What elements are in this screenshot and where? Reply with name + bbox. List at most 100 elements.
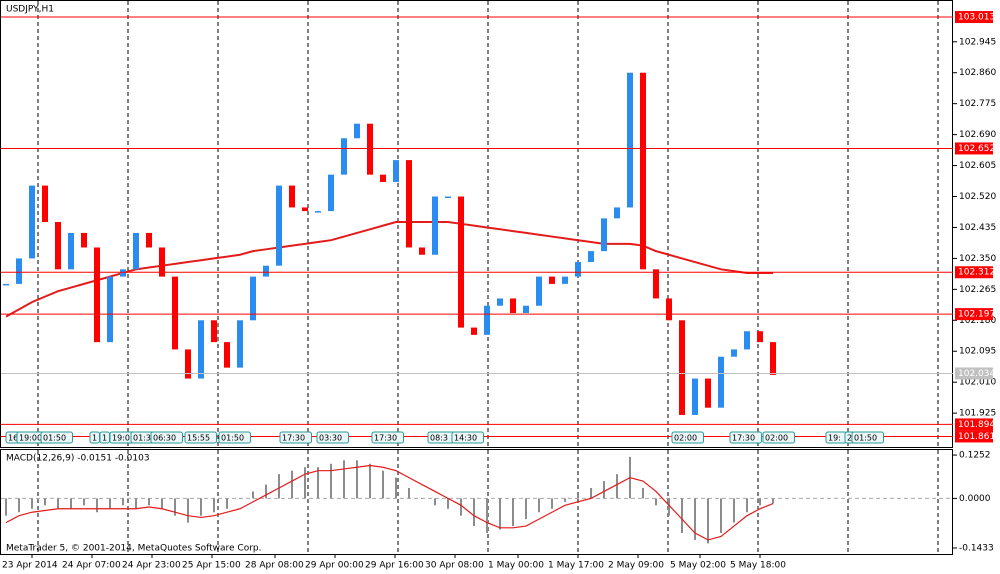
candle (562, 276, 568, 284)
macd-bar (512, 498, 514, 527)
level-tag (955, 142, 993, 155)
trade-tag-label: 01:50 (854, 434, 877, 443)
candle (159, 247, 165, 277)
candle (432, 196, 438, 255)
trade-tag-label: 1 (102, 434, 107, 443)
candle (120, 269, 126, 277)
y-tick-label: 102.095 (959, 347, 996, 357)
macd-bar (447, 498, 449, 509)
trade-tag-label: 01:50 (43, 434, 66, 443)
macd-bar (616, 474, 618, 499)
candle (224, 342, 230, 368)
macd-bar (525, 498, 527, 520)
macd-bar (681, 498, 683, 533)
x-tick-label: 28 Apr 08:00 (245, 561, 304, 571)
x-tick-label: 30 Apr 08:00 (425, 561, 484, 571)
x-tick-label: 5 May 02:00 (670, 561, 726, 571)
macd-bar (109, 498, 111, 509)
trade-tag-label: 14:30 (454, 434, 477, 443)
trade-tag-label: 2 (847, 434, 852, 443)
trade-tag (371, 431, 404, 444)
macd-bar (135, 498, 137, 509)
y-tick-label: 102.180 (959, 316, 996, 326)
trade-tag (218, 431, 251, 444)
candle (3, 283, 9, 286)
y-tick-label: 102.605 (959, 161, 996, 171)
trade-tag (150, 431, 183, 444)
trade-tag-label: 02:00 (765, 434, 788, 443)
candle (731, 349, 737, 357)
level-label: 103.013 (958, 13, 995, 23)
trade-tag (762, 431, 795, 444)
macd-bar (31, 498, 33, 509)
macd-bar (564, 498, 566, 502)
macd-bar (265, 484, 267, 499)
macd-bar (668, 498, 670, 516)
y-tick-label: 0.1252 (959, 451, 991, 461)
x-tick-label: 29 Apr 00:00 (305, 561, 364, 571)
trade-tag (279, 431, 312, 444)
y-tick-label: 102.945 (959, 37, 996, 47)
trade-tag-label: 02:00 (674, 434, 697, 443)
trade-tag-label: 03:30 (319, 434, 342, 443)
y-tick-label: 102.690 (959, 130, 996, 140)
candle (302, 207, 308, 212)
footer: MetaTrader 5, © 2001-2014, MetaQuotes So… (6, 544, 262, 554)
level-tag (955, 418, 993, 431)
candle (510, 298, 516, 314)
macd-bar (408, 488, 410, 499)
candle (549, 276, 555, 284)
candle (68, 232, 74, 270)
trade-tag (851, 431, 884, 444)
macd-bar (590, 488, 592, 499)
macd-bar (655, 498, 657, 506)
macd-bar (96, 498, 98, 513)
candle (81, 232, 87, 248)
trade-tag-label: 08:3 (430, 434, 448, 443)
y-tick-label: 102.775 (959, 99, 996, 109)
candle (94, 247, 100, 343)
macd-pane-frame (0, 449, 953, 555)
macd-bar (473, 498, 475, 527)
signal-line (5, 464, 774, 541)
candle (55, 221, 61, 270)
macd-bar (18, 498, 20, 513)
macd-bar (278, 474, 280, 499)
trade-tag-label: 06:30 (153, 434, 176, 443)
candle (718, 356, 724, 408)
candle (354, 123, 360, 139)
trade-tag-label: 01:3 (133, 434, 151, 443)
x-tick-label: 23 Apr 2014 (2, 561, 58, 571)
macd-bar (707, 498, 709, 544)
macd-bar (291, 470, 293, 499)
level-tag (955, 430, 993, 443)
macd-bar (330, 463, 332, 499)
candle (198, 320, 204, 379)
last-price-label: 102.034 (958, 369, 995, 379)
candle (367, 123, 373, 175)
macd-bar (395, 477, 397, 499)
x-tick-label: 24 Apr 23:00 (122, 561, 181, 571)
trade-tag-label: 19: (828, 434, 841, 443)
macd-bar (161, 498, 163, 509)
macd-bar (486, 498, 488, 533)
macd-bar (772, 498, 774, 504)
candle (315, 211, 321, 213)
macd-bar (174, 498, 176, 516)
macd-bar (356, 460, 358, 499)
candle (237, 320, 243, 368)
candle (666, 298, 672, 321)
candle (458, 196, 464, 328)
candle (484, 305, 490, 335)
candle (523, 305, 529, 314)
y-tick-label: 101.925 (959, 409, 996, 419)
trade-tag (316, 431, 349, 444)
trade-tag (184, 431, 217, 444)
macd-bar (187, 498, 189, 523)
candle (172, 276, 178, 350)
candle (744, 331, 750, 350)
candle (497, 298, 503, 306)
level-label: 101.861 (958, 432, 995, 442)
candle (536, 276, 542, 306)
x-tick-label: 5 May 18:00 (730, 561, 786, 571)
